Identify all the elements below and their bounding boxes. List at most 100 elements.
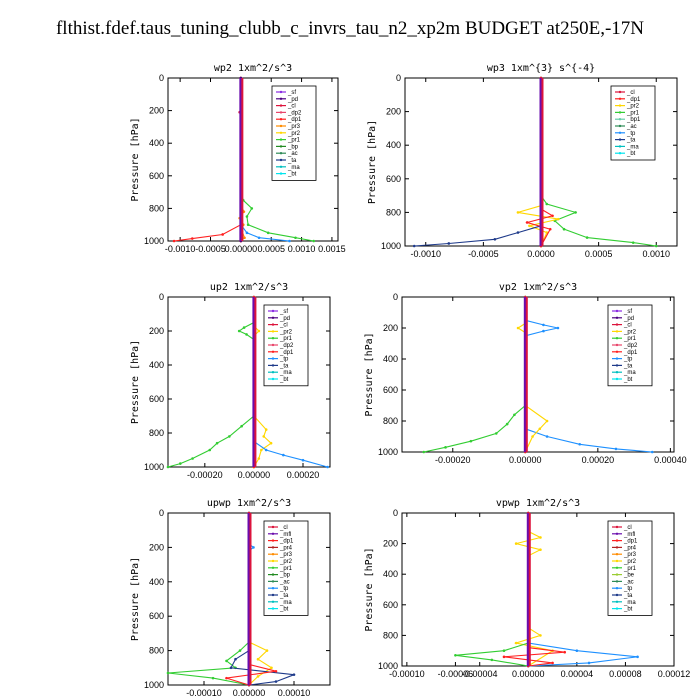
y-tick-label: 600 <box>149 394 164 404</box>
series-point-pr1 <box>237 329 241 333</box>
legend-entry: _ac <box>626 124 637 130</box>
x-tick-label: -0.00006 <box>438 669 474 679</box>
legend-entry: _bt <box>287 172 297 178</box>
legend-entry: _sf <box>279 309 288 315</box>
legend-marker <box>271 546 275 549</box>
series-point-tp <box>578 442 582 446</box>
series-point-tp <box>257 236 261 240</box>
x-tick-label: 0.00000 <box>512 669 545 679</box>
x-tick-label: 0.00000 <box>238 470 271 480</box>
y-tick-label: 400 <box>149 138 164 148</box>
legend-entry: _ma <box>623 370 636 376</box>
legend-marker <box>279 145 283 148</box>
series-point-pr1 <box>242 326 246 329</box>
series-point-dp1 <box>563 650 567 654</box>
legend-marker <box>279 138 283 141</box>
legend-entry: _cl <box>623 525 632 531</box>
series-point-ta <box>234 657 237 661</box>
series-point-pr1 <box>266 231 270 235</box>
legend-entry: _tp <box>623 586 633 592</box>
legend-marker <box>615 532 619 535</box>
y-tick-label: 0 <box>393 292 398 302</box>
series-point-tp <box>301 458 305 462</box>
legend-marker <box>618 90 622 94</box>
series-point-pr1 <box>545 202 549 206</box>
x-tick-label: 0.0000 <box>527 249 555 259</box>
y-axis-label: Pressure [hPa] <box>130 557 141 641</box>
series-point-pr1 <box>631 241 635 244</box>
legend-marker <box>618 152 622 155</box>
legend-marker <box>271 330 275 333</box>
legend-entry: _pd <box>279 316 290 322</box>
series-point-tp <box>542 329 545 333</box>
y-tick-label: 200 <box>383 323 398 333</box>
legend-marker <box>271 600 275 603</box>
legend-entry: _dp2 <box>279 343 294 349</box>
series-point-pr1 <box>585 236 589 239</box>
legend-entry: _pr2 <box>626 104 640 110</box>
x-tick-label: -0.00020 <box>187 470 223 480</box>
legend-entry: _sf <box>287 90 296 96</box>
series-point-pr3 <box>243 236 246 240</box>
series-point-pr1 <box>238 649 242 652</box>
legend-entry: _dp1 <box>279 539 294 545</box>
series-point-pr1 <box>166 465 170 469</box>
legend-entry: _pr2 <box>287 131 301 137</box>
series-point-pr1 <box>246 223 250 226</box>
series-line-ta <box>414 78 542 247</box>
series-point-pr2 <box>539 634 542 637</box>
legend-entry: _dp1 <box>623 539 638 545</box>
y-tick-label: 200 <box>386 107 401 117</box>
series-point-pr1 <box>490 658 494 662</box>
legend-entry: _ta <box>287 158 297 164</box>
x-tick-label: 0.0010 <box>288 244 316 254</box>
y-tick-label: 1000 <box>381 241 401 251</box>
legend-marker <box>618 138 622 141</box>
legend-marker <box>615 337 619 340</box>
series-point-ta <box>229 666 233 670</box>
x-tick-label: -0.0005 <box>468 249 499 259</box>
series-point-pr1 <box>178 462 182 465</box>
legend-entry: _ma <box>623 600 636 606</box>
x-tick-label: 0.00000 <box>225 244 258 254</box>
series-point-pr2 <box>269 441 273 445</box>
series-point-tp <box>614 447 618 451</box>
legend-marker <box>615 377 619 381</box>
y-tick-label: 800 <box>149 203 164 213</box>
legend-marker <box>279 111 283 114</box>
series-line-pr1 <box>167 513 250 686</box>
legend-entry: _mfl <box>623 532 635 538</box>
legend-entry: _be <box>623 573 635 579</box>
x-tick-label: 0.0015 <box>318 244 346 254</box>
series-point-pr2 <box>265 649 269 652</box>
series-point-pr1 <box>208 448 212 452</box>
series-point-tp <box>636 655 639 659</box>
y-tick-label: 600 <box>386 174 401 184</box>
plot-frame <box>167 77 339 242</box>
legend-entry: _dp2 <box>287 110 302 116</box>
legend-entry: _tp <box>279 357 289 363</box>
legend-marker <box>271 559 275 563</box>
y-tick-label: 1000 <box>144 462 164 472</box>
series-point-tp <box>288 239 291 243</box>
legend-entry: _bt <box>279 607 289 613</box>
legend-entry: _pr2 <box>279 329 293 335</box>
legend-entry: _sf <box>623 309 632 315</box>
legend-entry: _pr4 <box>279 545 293 551</box>
series-point-pr1 <box>494 432 498 435</box>
legend-entry: _cl <box>279 525 288 531</box>
legend-entry: _ma <box>287 165 300 171</box>
legend-entry: _pr1 <box>287 138 301 144</box>
legend-entry: _ac <box>287 151 298 157</box>
series-point-pr1 <box>225 659 228 663</box>
legend-marker <box>271 309 275 313</box>
legend-marker <box>618 145 622 148</box>
series-point-pr1 <box>245 333 248 336</box>
chart-title: vpwp 1xm^2/s^3 <box>496 498 580 509</box>
legend-marker <box>615 371 619 374</box>
series-point-pr2 <box>528 224 531 228</box>
legend-marker <box>271 337 275 340</box>
legend-entry: _pr3 <box>287 124 301 130</box>
legend-marker <box>615 350 619 353</box>
legend-marker <box>615 525 619 529</box>
